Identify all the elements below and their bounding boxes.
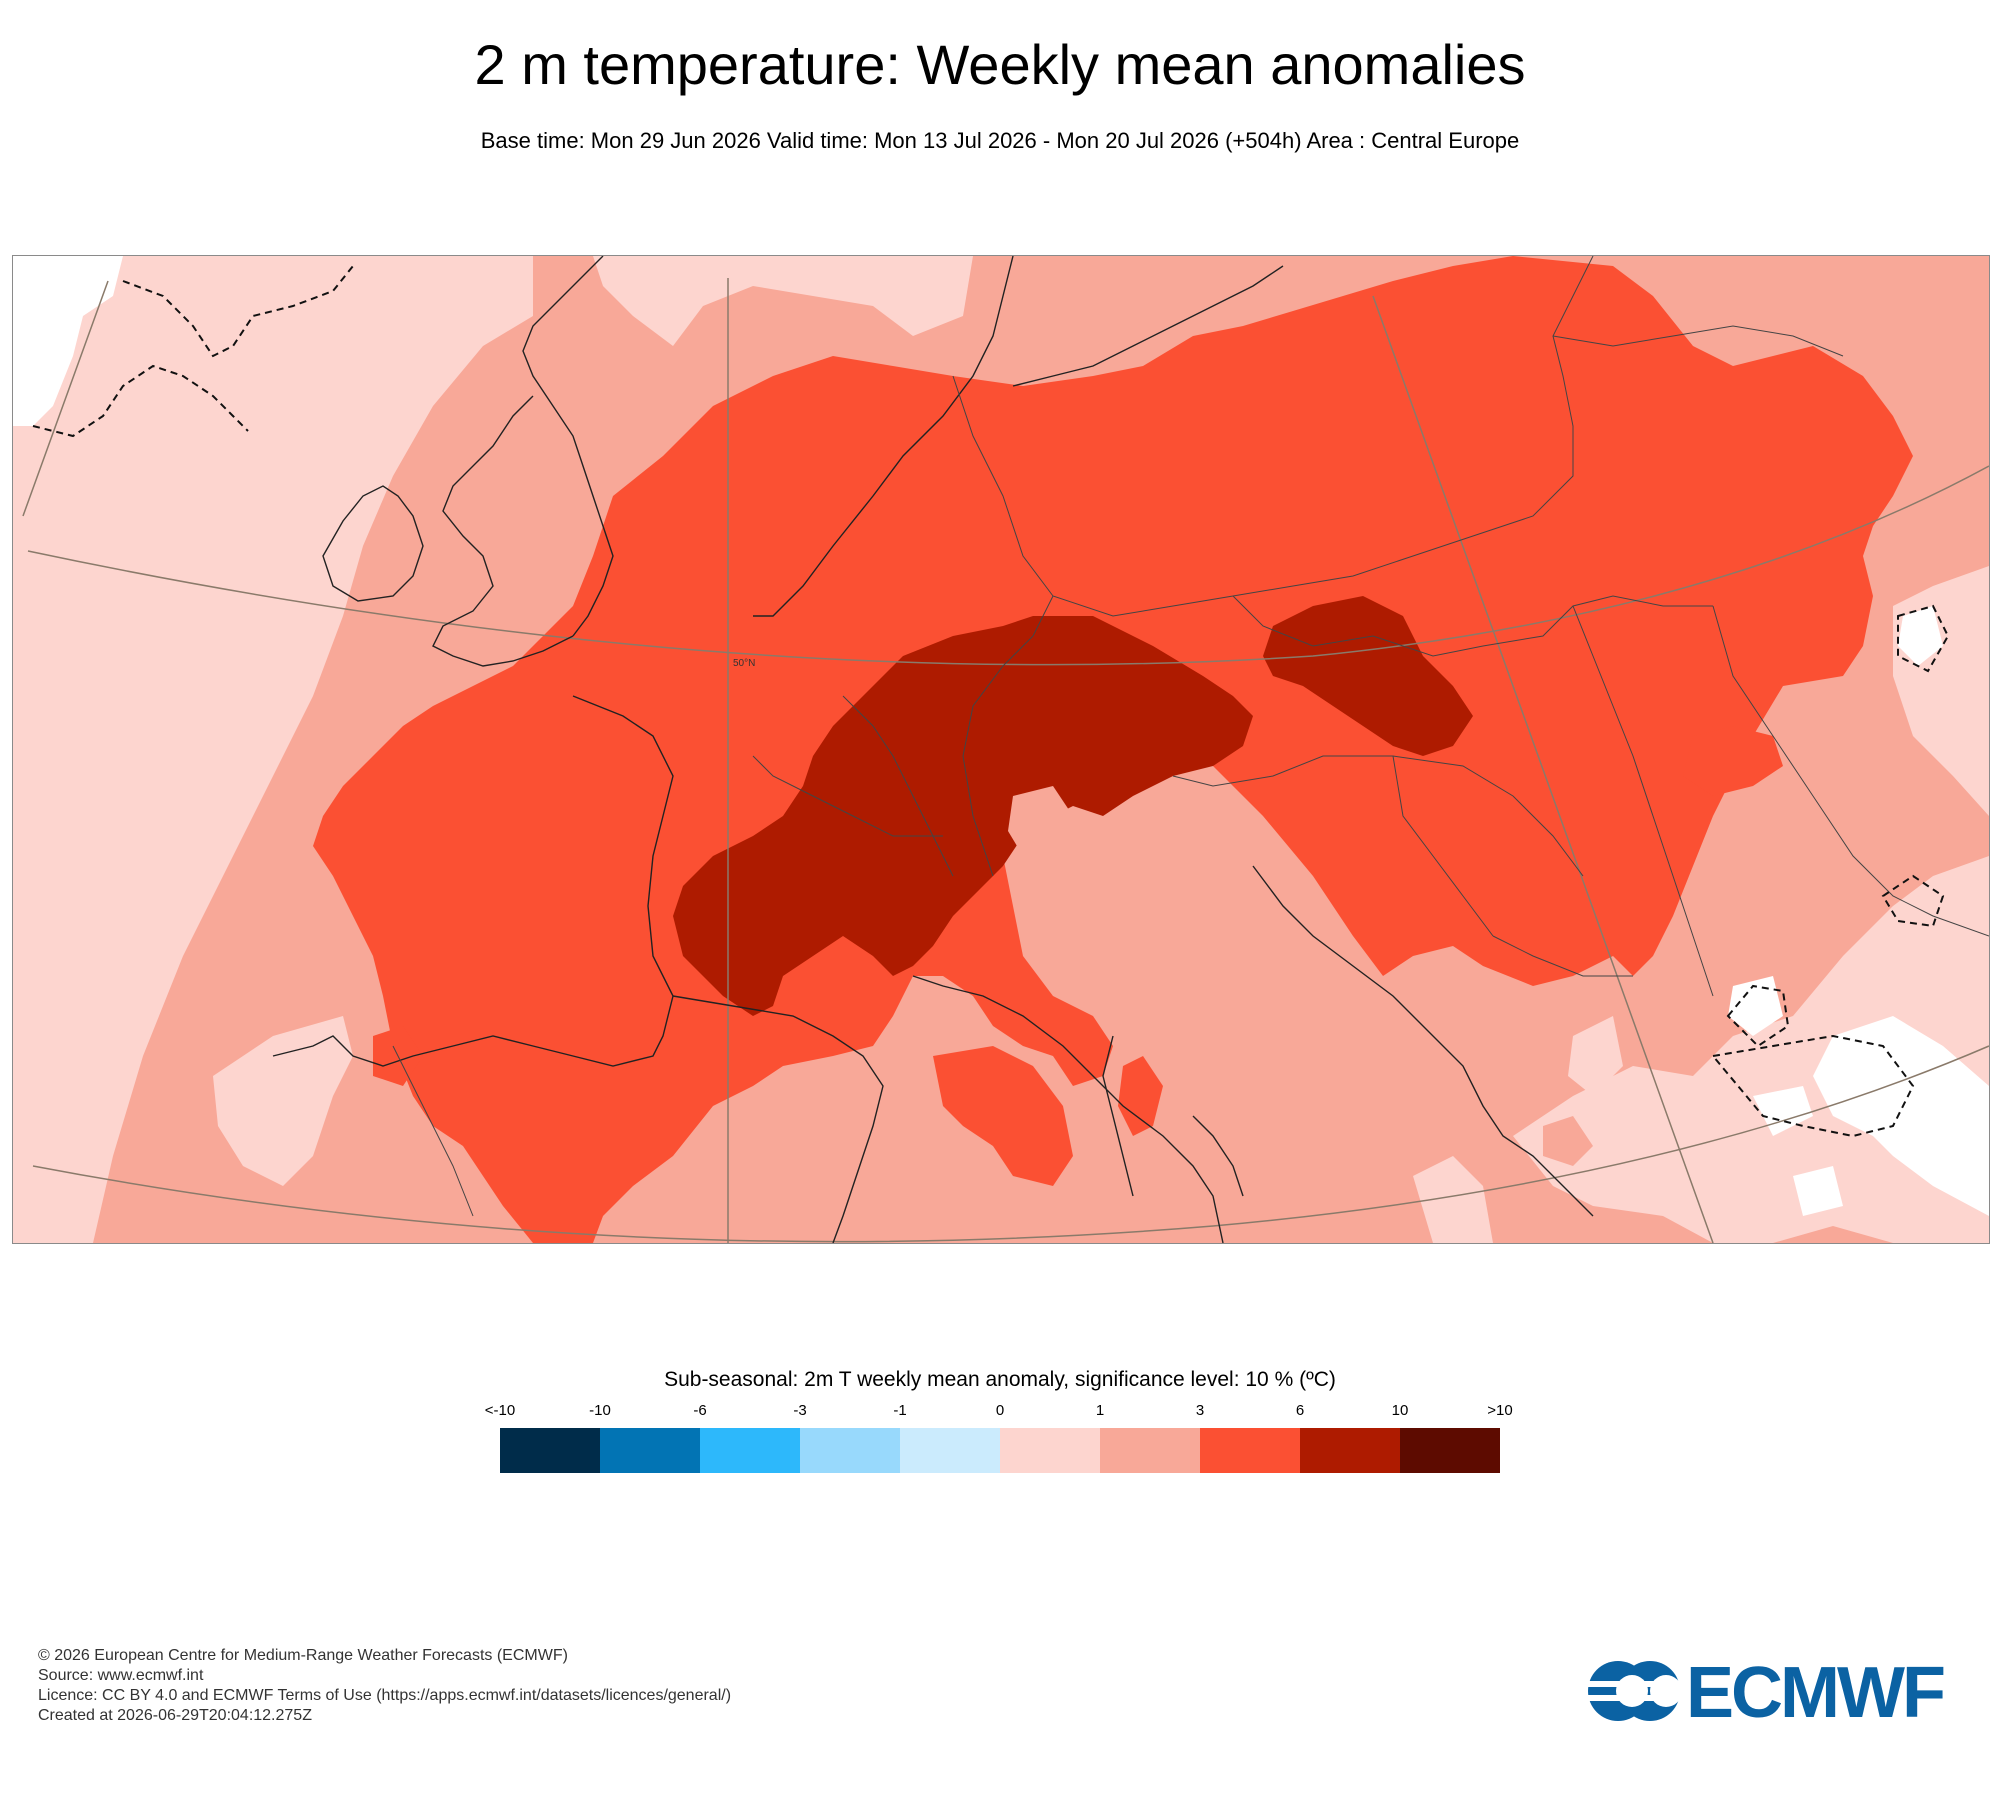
legend-tick: 6 <box>1295 1402 1305 1419</box>
legend-swatch <box>600 1428 700 1473</box>
legend-tick: >10 <box>1487 1402 1513 1419</box>
created-text: Created at 2026-06-29T20:04:12.275Z <box>38 1707 312 1724</box>
footer: © 2026 European Centre for Medium-Range … <box>38 1646 731 1726</box>
legend-tick: 0 <box>995 1402 1005 1419</box>
map-canvas: 50°N <box>13 256 1989 1243</box>
ecmwf-logo-text: ECMWF <box>1686 1655 1944 1727</box>
graticule <box>22 278 1989 1243</box>
coastlines <box>272 256 1594 1243</box>
strong-anomaly-regions <box>673 596 1473 1016</box>
page-title: 2 m temperature: Weekly mean anomalies <box>474 33 1526 96</box>
legend-ticks: <-10 -10 -6 -3 -1 0 1 3 6 10 >10 <box>0 1402 2000 1422</box>
legend-tick: -1 <box>893 1402 907 1419</box>
source-text: Source: www.ecmwf.int <box>38 1667 204 1684</box>
legend-swatch <box>1000 1428 1100 1473</box>
licence-text: Licence: CC BY 4.0 and ECMWF Terms of Us… <box>38 1687 732 1704</box>
legend-swatch <box>700 1428 800 1473</box>
legend-tick: 10 <box>1391 1402 1409 1419</box>
legend-tick: <-10 <box>484 1402 516 1419</box>
legend-swatch <box>800 1428 900 1473</box>
ecmwf-logo: ECMWF <box>1588 1655 1947 1727</box>
legend-swatch <box>1400 1428 1500 1473</box>
legend-title: Sub-seasonal: 2m T weekly mean anomaly, … <box>664 1368 1336 1391</box>
latitude-label: 50°N <box>733 658 755 669</box>
insignificant-regions <box>13 256 1989 1216</box>
legend-colorbar <box>500 1428 1500 1473</box>
legend-swatch <box>1200 1428 1300 1473</box>
copyright-text: © 2026 European Centre for Medium-Range … <box>38 1647 568 1664</box>
legend-swatch <box>500 1428 600 1473</box>
legend-tick: -10 <box>589 1402 611 1419</box>
legend-tick: 3 <box>1195 1402 1205 1419</box>
legend-swatch <box>1100 1428 1200 1473</box>
moderate-patches <box>1008 786 1593 1186</box>
page-subtitle: Base time: Mon 29 Jun 2026 Valid time: M… <box>480 128 1520 153</box>
warm-anomaly-regions <box>313 256 1913 1243</box>
legend-tick: -6 <box>693 1402 707 1419</box>
light-anomaly-regions <box>13 256 1989 1243</box>
anomaly-map[interactable]: 50°N <box>12 255 1990 1244</box>
ecmwf-logo-mark <box>1588 1661 1682 1721</box>
country-borders <box>392 256 1989 1217</box>
legend-swatch <box>1300 1428 1400 1473</box>
significance-contours <box>32 265 1950 1138</box>
legend-tick: 1 <box>1095 1402 1105 1419</box>
legend-tick: -3 <box>793 1402 807 1419</box>
legend-swatch <box>900 1428 1000 1473</box>
